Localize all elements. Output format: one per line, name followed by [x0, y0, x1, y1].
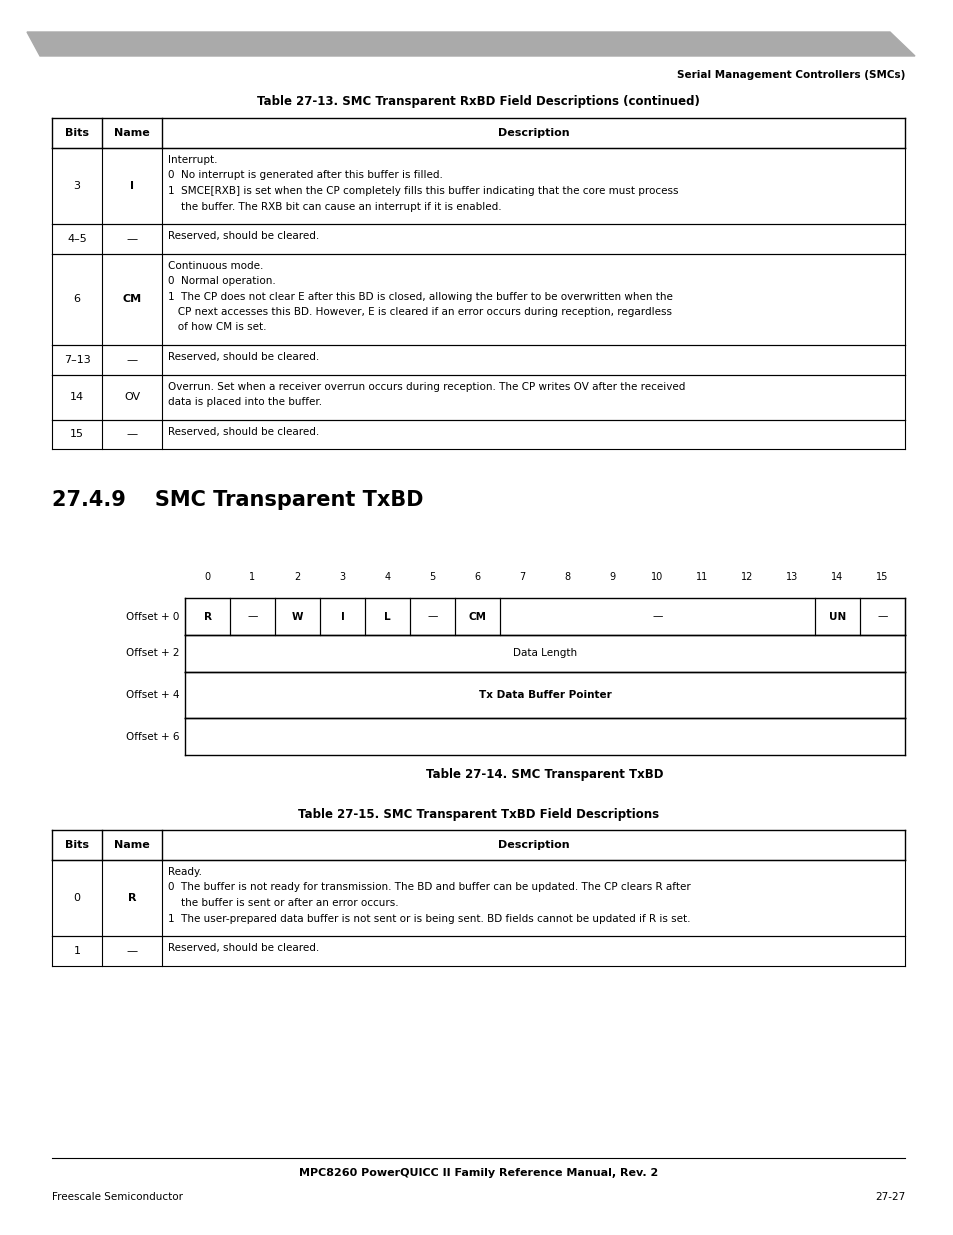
Text: L: L [384, 611, 391, 621]
Text: CP next accesses this BD. However, E is cleared if an error occurs during recept: CP next accesses this BD. However, E is … [168, 308, 671, 317]
Text: 5: 5 [429, 572, 436, 582]
Text: the buffer is sent or after an error occurs.: the buffer is sent or after an error occ… [168, 898, 398, 908]
Text: Reserved, should be cleared.: Reserved, should be cleared. [168, 426, 319, 436]
Text: Serial Management Controllers (SMCs): Serial Management Controllers (SMCs) [676, 70, 904, 80]
Text: 3: 3 [339, 572, 345, 582]
Text: 15: 15 [876, 572, 888, 582]
Text: CM: CM [122, 294, 141, 304]
Text: Table 27-14. SMC Transparent TxBD: Table 27-14. SMC Transparent TxBD [426, 768, 663, 781]
Text: 14: 14 [830, 572, 842, 582]
Text: data is placed into the buffer.: data is placed into the buffer. [168, 396, 322, 408]
Text: Offset + 0: Offset + 0 [126, 611, 179, 621]
Text: 9: 9 [609, 572, 615, 582]
Text: UN: UN [828, 611, 845, 621]
Text: Table 27-13. SMC Transparent RxBD Field Descriptions (continued): Table 27-13. SMC Transparent RxBD Field … [256, 95, 700, 107]
Text: 1  SMCE[RXB] is set when the CP completely fills this buffer indicating that the: 1 SMCE[RXB] is set when the CP completel… [168, 186, 678, 196]
Text: 0  Normal operation.: 0 Normal operation. [168, 275, 275, 287]
Text: 11: 11 [696, 572, 708, 582]
Text: Table 27-15. SMC Transparent TxBD Field Descriptions: Table 27-15. SMC Transparent TxBD Field … [297, 808, 659, 821]
Text: 0: 0 [73, 893, 80, 903]
Text: 15: 15 [70, 430, 84, 440]
Text: 6: 6 [73, 294, 80, 304]
Text: Name: Name [114, 840, 150, 850]
Text: 8: 8 [564, 572, 570, 582]
Text: Tx Data Buffer Pointer: Tx Data Buffer Pointer [478, 690, 611, 700]
Text: Bits: Bits [65, 840, 89, 850]
Text: the buffer. The RXB bit can cause an interrupt if it is enabled.: the buffer. The RXB bit can cause an int… [168, 201, 501, 211]
Text: 3: 3 [73, 182, 80, 191]
Text: 14: 14 [70, 391, 84, 403]
Text: —: — [127, 354, 137, 364]
Text: 27.4.9    SMC Transparent TxBD: 27.4.9 SMC Transparent TxBD [52, 490, 423, 510]
Text: 0  The buffer is not ready for transmission. The BD and buffer can be updated. T: 0 The buffer is not ready for transmissi… [168, 883, 690, 893]
Text: Interrupt.: Interrupt. [168, 156, 217, 165]
Text: Offset + 6: Offset + 6 [126, 731, 179, 741]
Polygon shape [27, 32, 914, 56]
Text: —: — [247, 611, 257, 621]
Text: 4–5: 4–5 [67, 233, 87, 243]
Text: W: W [292, 611, 303, 621]
Text: 0  No interrupt is generated after this buffer is filled.: 0 No interrupt is generated after this b… [168, 170, 442, 180]
Text: Reserved, should be cleared.: Reserved, should be cleared. [168, 944, 319, 953]
Text: 1: 1 [73, 946, 80, 956]
Text: —: — [877, 611, 886, 621]
Text: 4: 4 [384, 572, 390, 582]
Text: Offset + 2: Offset + 2 [126, 648, 179, 658]
Text: —: — [652, 611, 662, 621]
Text: —: — [427, 611, 437, 621]
Text: I: I [340, 611, 344, 621]
Text: of how CM is set.: of how CM is set. [168, 322, 266, 332]
Text: R: R [203, 611, 212, 621]
Text: OV: OV [124, 391, 140, 403]
Text: Overrun. Set when a receiver overrun occurs during reception. The CP writes OV a: Overrun. Set when a receiver overrun occ… [168, 382, 684, 391]
Text: —: — [127, 430, 137, 440]
Text: CM: CM [468, 611, 486, 621]
Text: Name: Name [114, 128, 150, 138]
Text: R: R [128, 893, 136, 903]
Text: 7–13: 7–13 [64, 354, 91, 364]
Text: 13: 13 [785, 572, 798, 582]
Text: —: — [127, 946, 137, 956]
Text: 1  The user-prepared data buffer is not sent or is being sent. BD fields cannot : 1 The user-prepared data buffer is not s… [168, 914, 690, 924]
Text: 6: 6 [474, 572, 480, 582]
Text: I: I [130, 182, 133, 191]
Text: Description: Description [497, 840, 569, 850]
Text: 12: 12 [740, 572, 753, 582]
Text: Bits: Bits [65, 128, 89, 138]
Text: 2: 2 [294, 572, 300, 582]
Text: 10: 10 [651, 572, 663, 582]
Text: Reserved, should be cleared.: Reserved, should be cleared. [168, 231, 319, 241]
Text: Offset + 4: Offset + 4 [126, 690, 179, 700]
Text: 1  The CP does not clear E after this BD is closed, allowing the buffer to be ov: 1 The CP does not clear E after this BD … [168, 291, 672, 301]
Text: Freescale Semiconductor: Freescale Semiconductor [52, 1192, 183, 1202]
Text: 1: 1 [249, 572, 255, 582]
Text: MPC8260 PowerQUICC II Family Reference Manual, Rev. 2: MPC8260 PowerQUICC II Family Reference M… [298, 1168, 658, 1178]
Text: 7: 7 [518, 572, 525, 582]
Text: Data Length: Data Length [513, 648, 577, 658]
Text: Description: Description [497, 128, 569, 138]
Text: Continuous mode.: Continuous mode. [168, 261, 263, 270]
Text: Ready.: Ready. [168, 867, 202, 877]
Text: 0: 0 [204, 572, 211, 582]
Text: 27-27: 27-27 [874, 1192, 904, 1202]
Text: Reserved, should be cleared.: Reserved, should be cleared. [168, 352, 319, 362]
Text: —: — [127, 233, 137, 243]
